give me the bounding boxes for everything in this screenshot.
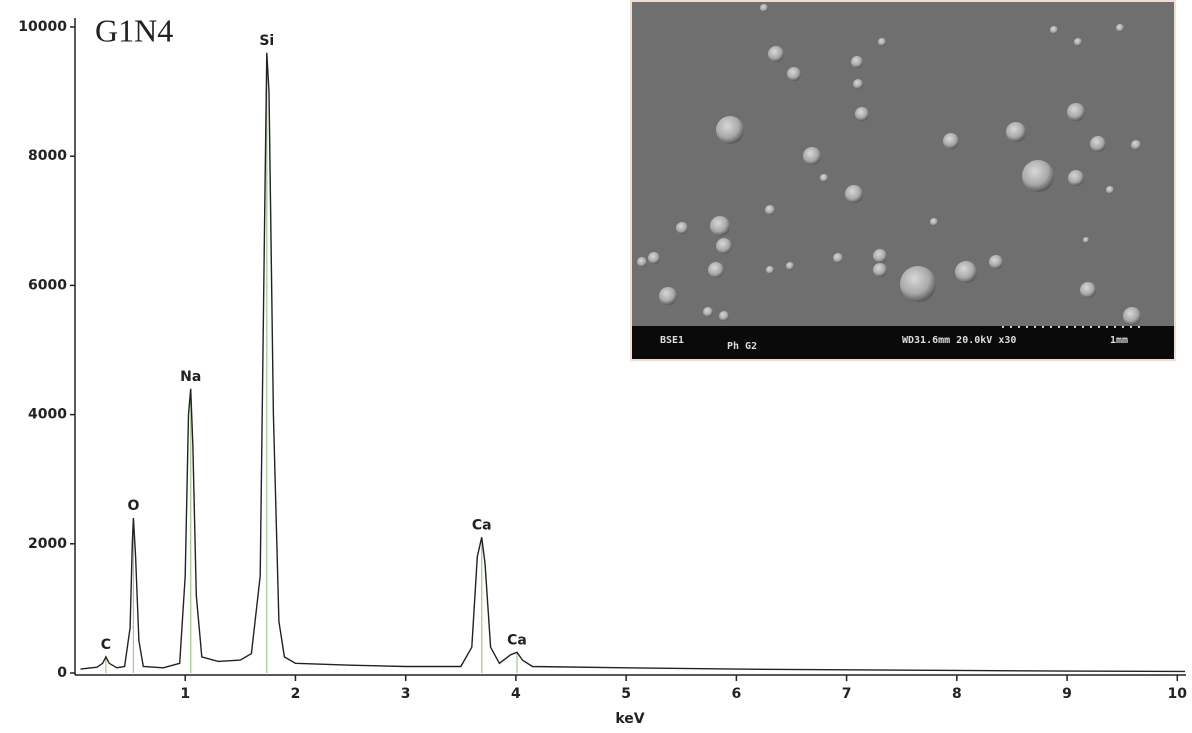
- sphere: [820, 174, 828, 182]
- spectrum-line: [80, 52, 1185, 673]
- inset-label: Ph G2: [727, 341, 757, 352]
- sphere: [708, 262, 724, 278]
- sphere: [1083, 237, 1089, 243]
- inset-label: 1mm: [1110, 335, 1128, 346]
- peak-label: O: [127, 498, 139, 514]
- sphere: [637, 257, 647, 267]
- sphere: [1116, 24, 1124, 32]
- x-axis-label: keV: [615, 711, 644, 727]
- sphere: [1090, 136, 1106, 152]
- x-tick-label: 6: [731, 686, 741, 702]
- y-tick-label: 6000: [28, 277, 67, 293]
- sphere: [1080, 282, 1096, 298]
- x-tick-label: 7: [842, 686, 852, 702]
- sphere: [716, 116, 744, 144]
- sphere: [760, 4, 768, 12]
- sphere: [855, 107, 869, 121]
- sphere: [1006, 122, 1026, 142]
- sphere: [676, 222, 688, 234]
- sphere: [786, 262, 794, 270]
- sphere: [766, 266, 774, 274]
- sphere: [845, 185, 863, 203]
- peak-label: Ca: [472, 517, 492, 533]
- x-tick-label: 3: [401, 686, 411, 702]
- sem-inset: BSE1 Ph G2 WD31.6mm 20.0kV x30 1mm: [630, 0, 1176, 361]
- sphere: [930, 218, 938, 226]
- chart-title: G1N4: [95, 12, 173, 48]
- sphere: [1131, 140, 1141, 150]
- sphere: [659, 287, 677, 305]
- sphere: [803, 147, 821, 165]
- sphere: [873, 249, 887, 263]
- sphere: [765, 205, 775, 215]
- sphere: [648, 252, 660, 264]
- y-tick-label: 0: [57, 665, 67, 681]
- sphere: [1074, 38, 1082, 46]
- sphere: [833, 253, 843, 263]
- y-tick-label: 4000: [28, 407, 67, 423]
- x-tick-label: 8: [952, 686, 962, 702]
- sphere: [710, 216, 730, 236]
- sphere: [989, 255, 1003, 269]
- sphere: [768, 46, 784, 62]
- inset-bar: [632, 326, 1174, 359]
- inset-label: WD31.6mm 20.0kV x30: [902, 335, 1016, 346]
- sphere: [1022, 160, 1054, 192]
- sphere: [873, 263, 887, 277]
- x-tick-label: 4: [511, 686, 521, 702]
- sphere: [851, 56, 863, 68]
- sphere: [716, 238, 732, 254]
- sphere: [853, 79, 863, 89]
- x-tick-label: 10: [1168, 686, 1188, 702]
- sphere: [719, 311, 729, 321]
- x-tick-label: 9: [1062, 686, 1072, 702]
- x-tick-label: 1: [180, 686, 190, 702]
- inset-label: BSE1: [660, 335, 684, 346]
- sphere: [787, 67, 801, 81]
- sphere: [1123, 307, 1141, 325]
- peak-label: Si: [259, 33, 274, 49]
- sphere: [955, 261, 977, 283]
- peak-label: Ca: [507, 632, 527, 648]
- sphere: [1050, 26, 1058, 34]
- peak-label: C: [101, 637, 111, 653]
- sphere: [1068, 170, 1084, 186]
- y-tick-label: 10000: [18, 19, 67, 35]
- sphere: [900, 266, 936, 302]
- peak-label: Na: [180, 369, 201, 385]
- sphere: [1067, 103, 1085, 121]
- y-tick-label: 2000: [28, 536, 67, 552]
- y-tick-label: 8000: [28, 148, 67, 164]
- x-tick-label: 2: [291, 686, 301, 702]
- sphere: [1106, 186, 1114, 194]
- sphere: [943, 133, 959, 149]
- sphere: [703, 307, 713, 317]
- sphere: [878, 38, 886, 46]
- x-tick-label: 5: [621, 686, 631, 702]
